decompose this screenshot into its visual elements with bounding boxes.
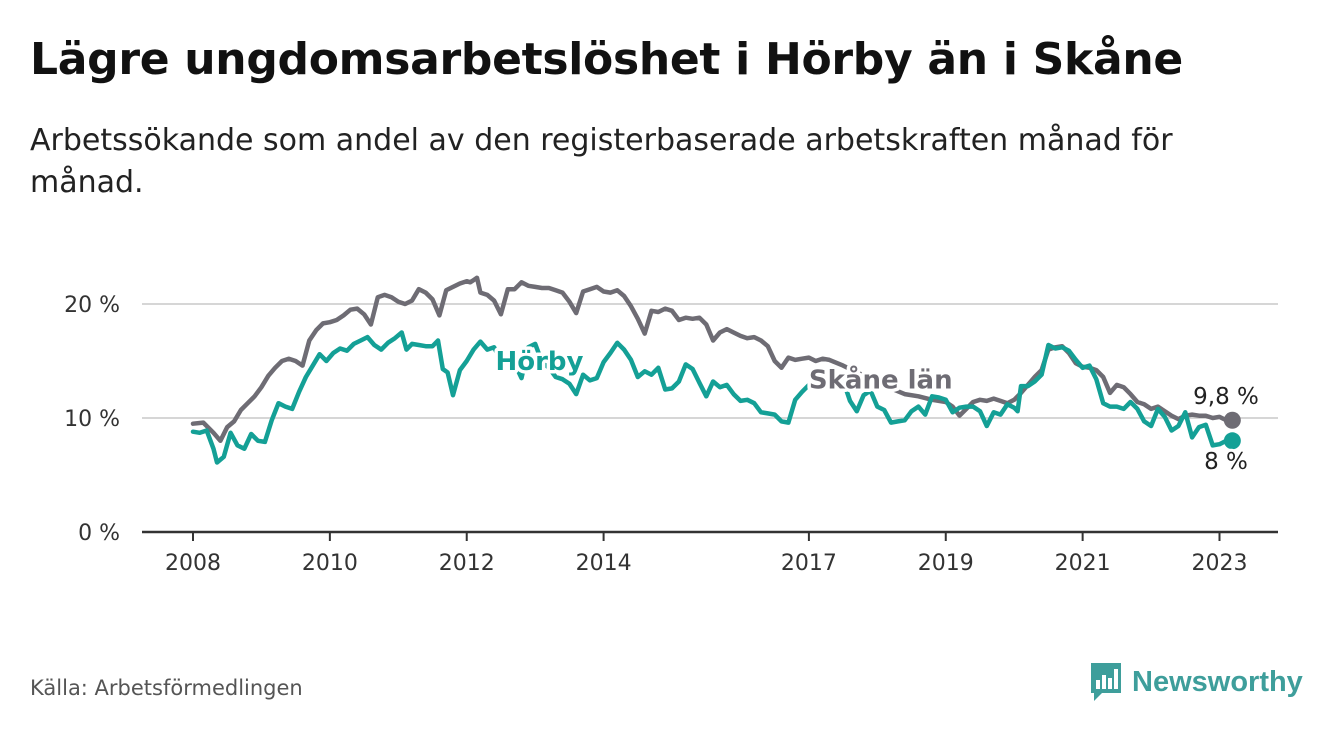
x-tick-label: 2010 — [302, 551, 358, 576]
source-note: Källa: Arbetsförmedlingen — [30, 676, 303, 700]
series-line-horby — [190, 330, 1229, 465]
series-line-skane-lan — [190, 275, 1229, 444]
x-tick-label: 2023 — [1192, 551, 1248, 576]
brand-name: Newsworthy — [1132, 665, 1303, 698]
y-tick-label: 0 % — [78, 521, 120, 546]
x-tick-label: 2017 — [781, 551, 837, 576]
series-label-skane-lan: Skåne län — [809, 363, 953, 395]
end-label-horby-halo: 8 % — [1204, 449, 1248, 475]
x-tick-label: 2021 — [1055, 551, 1111, 576]
end-point-horby — [1223, 432, 1241, 450]
series-label-horby: Hörby — [495, 347, 583, 377]
newsworthy-logo-icon — [1091, 663, 1121, 701]
series-label-skane-lan-halo: Skåne län — [809, 363, 953, 395]
chart-subtitle: Arbetssökande som andel av den registerb… — [30, 123, 1173, 200]
page-title: Lägre ungdomsarbetslöshet i Hörby än i S… — [30, 34, 1183, 85]
x-tick-label: 2012 — [439, 551, 495, 576]
series-label-horby-halo: Hörby — [495, 347, 583, 377]
end-label-skane-lan: 9,8 % — [1193, 384, 1259, 410]
y-tick-label: 20 % — [64, 293, 120, 318]
end-point-skane-lan — [1223, 411, 1241, 429]
brand-logo[interactable]: Newsworthy — [1088, 660, 1303, 704]
x-tick-label: 2019 — [918, 551, 974, 576]
x-tick-label: 2014 — [576, 551, 632, 576]
x-tick-label: 2008 — [165, 551, 221, 576]
y-tick-label: 10 % — [64, 407, 120, 432]
end-label-skane-lan-halo: 9,8 % — [1193, 384, 1259, 410]
end-label-horby: 8 % — [1204, 449, 1248, 475]
